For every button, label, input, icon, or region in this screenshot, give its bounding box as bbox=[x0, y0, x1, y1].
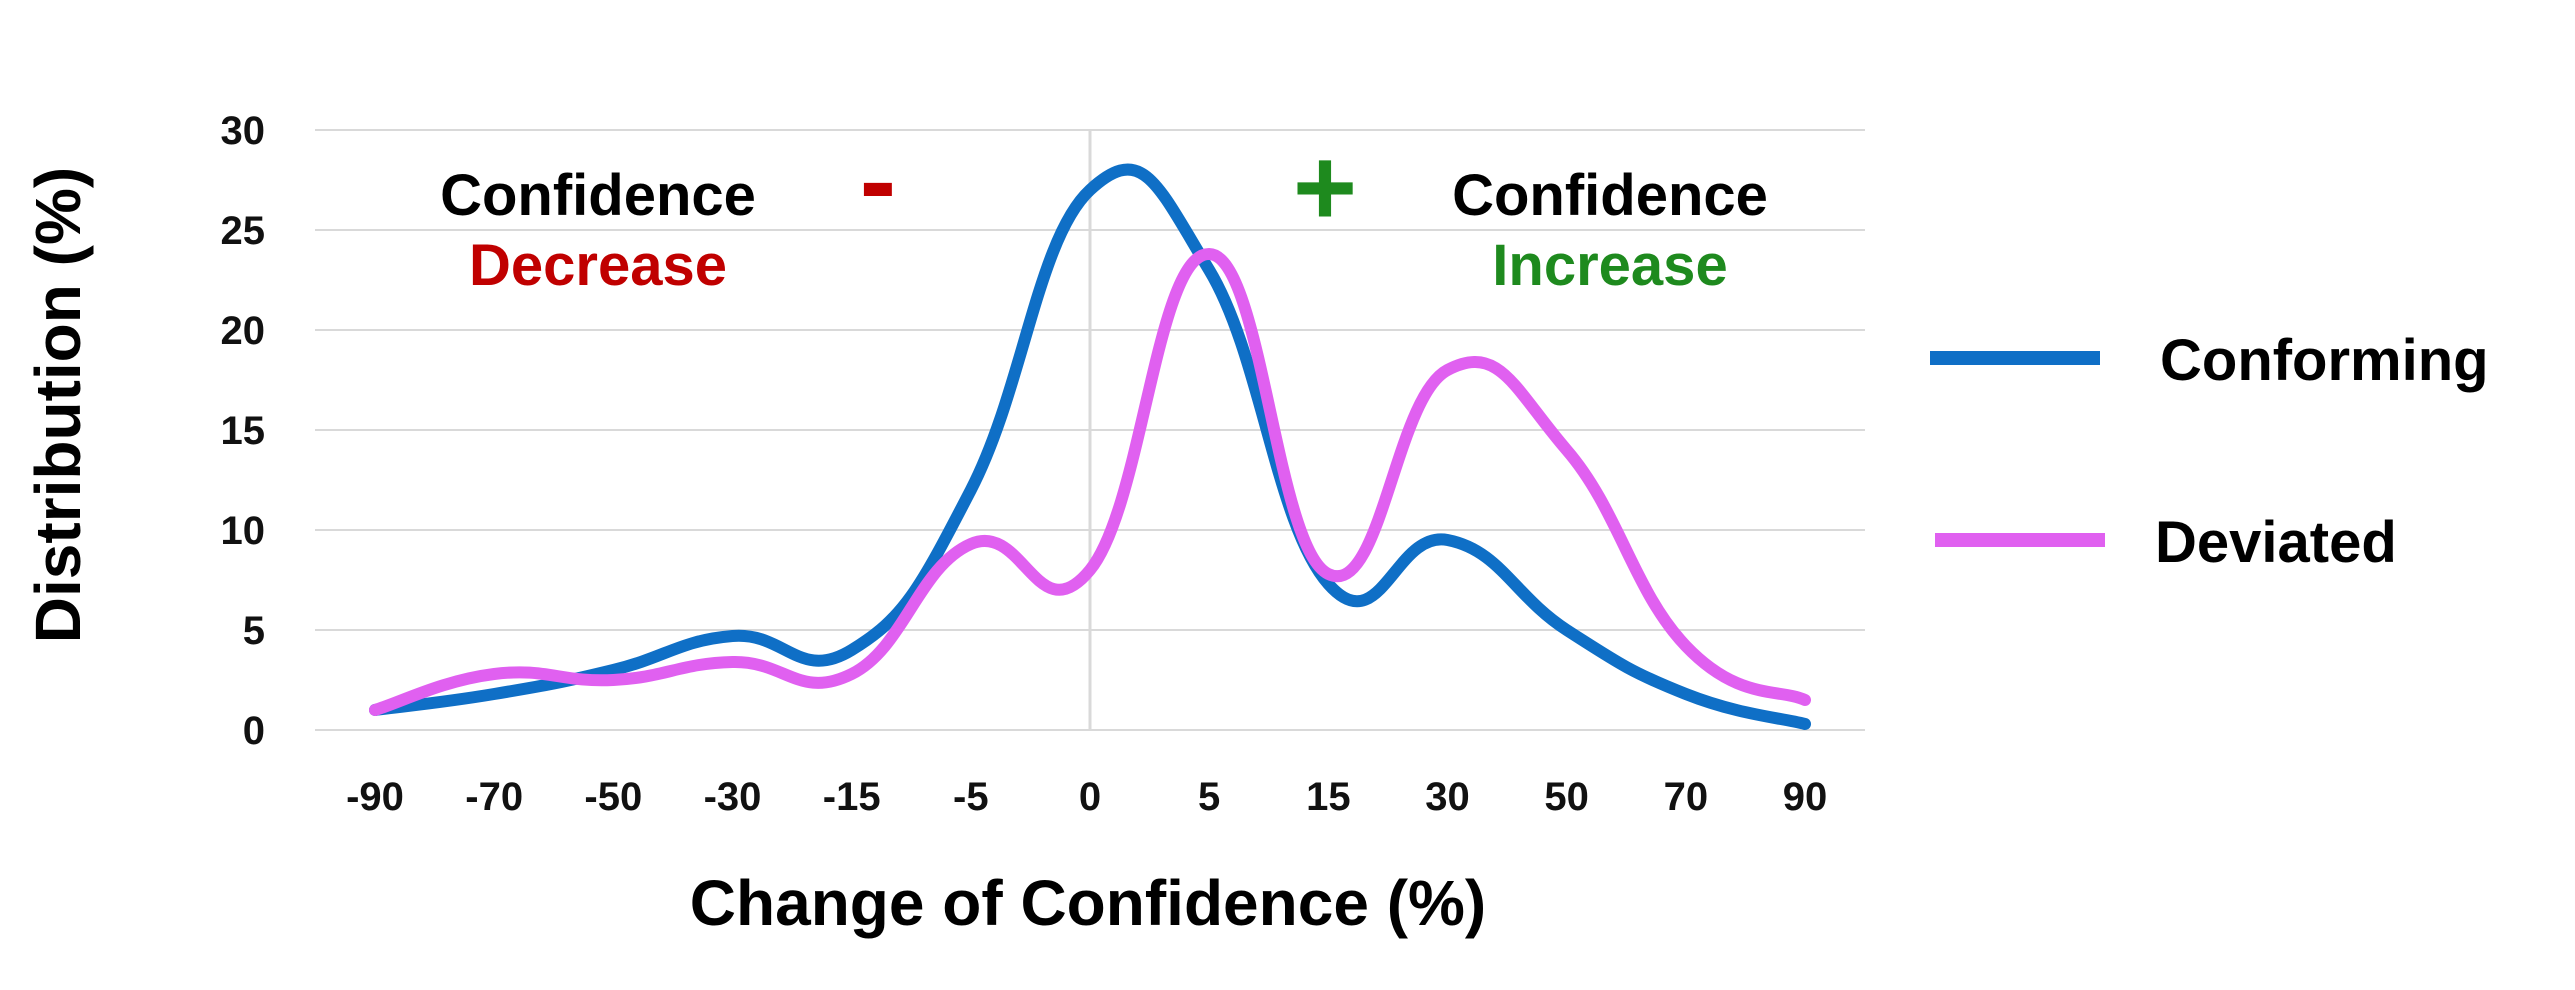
y-tick-label: 5 bbox=[243, 609, 265, 653]
x-tick-label: -5 bbox=[953, 775, 989, 819]
x-tick-label: -15 bbox=[823, 775, 881, 819]
x-tick-label: 50 bbox=[1544, 775, 1589, 819]
annotation-right-sublabel: Increase bbox=[1492, 233, 1727, 298]
series-lines bbox=[369, 163, 1811, 730]
x-tick-label: -90 bbox=[346, 775, 404, 819]
series-line-deviated bbox=[369, 247, 1811, 716]
legend-label-deviated: Deviated bbox=[2155, 510, 2397, 575]
x-axis-ticks: -90 -70 -50 -30 -15 -5 0 5 15 30 50 70 90 bbox=[346, 775, 1827, 819]
x-tick-label: -50 bbox=[584, 775, 642, 819]
y-tick-label: 0 bbox=[243, 709, 265, 753]
x-tick-label: -70 bbox=[465, 775, 523, 819]
x-tick-label: 0 bbox=[1079, 775, 1101, 819]
x-tick-label: 90 bbox=[1783, 775, 1828, 819]
y-tick-label: 10 bbox=[221, 509, 266, 553]
annotation-left-sublabel: Decrease bbox=[469, 233, 727, 298]
y-axis-title: Distribution (%) bbox=[22, 167, 94, 643]
y-tick-label: 30 bbox=[221, 109, 266, 153]
x-axis-title: Change of Confidence (%) bbox=[690, 867, 1486, 939]
minus-sign: - bbox=[860, 119, 897, 242]
legend: Conforming Deviated bbox=[1930, 328, 2489, 575]
y-tick-label: 25 bbox=[221, 209, 266, 253]
x-tick-label: 5 bbox=[1198, 775, 1220, 819]
legend-label-conforming: Conforming bbox=[2160, 328, 2489, 393]
annotation-left-label: Confidence bbox=[440, 163, 756, 228]
y-tick-label: 20 bbox=[221, 309, 266, 353]
x-tick-label: 70 bbox=[1664, 775, 1709, 819]
y-axis-ticks: 0 5 10 15 20 25 30 bbox=[221, 109, 266, 753]
plus-sign: + bbox=[1293, 126, 1357, 249]
annotation-right-label: Confidence bbox=[1452, 163, 1768, 228]
x-tick-label: -30 bbox=[704, 775, 762, 819]
series-line-conforming bbox=[369, 163, 1811, 730]
y-tick-label: 15 bbox=[221, 409, 266, 453]
grid-lines bbox=[315, 129, 1865, 731]
x-tick-label: 30 bbox=[1425, 775, 1470, 819]
x-tick-label: 15 bbox=[1306, 775, 1351, 819]
